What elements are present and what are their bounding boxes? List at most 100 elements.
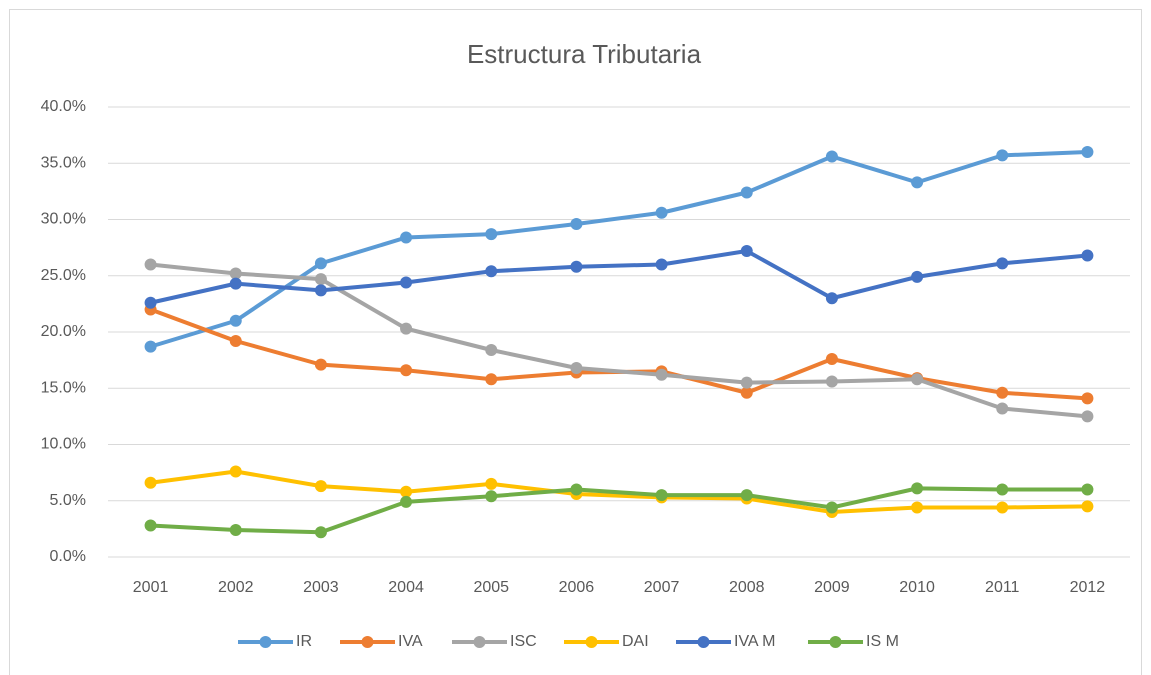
data-point	[485, 373, 498, 386]
x-tick-label: 2009	[814, 579, 850, 596]
data-point	[1081, 249, 1094, 262]
data-point	[485, 490, 498, 503]
x-tick-label: 2012	[1070, 579, 1106, 596]
data-point	[655, 258, 668, 271]
y-tick-label: 10.0%	[41, 436, 86, 453]
data-point	[1081, 392, 1094, 405]
data-point	[229, 277, 242, 290]
series-line	[148, 150, 1090, 349]
y-tick-label: 15.0%	[41, 379, 86, 396]
data-point	[740, 186, 753, 199]
data-point	[400, 364, 413, 377]
y-tick-label: 30.0%	[41, 211, 86, 228]
legend-label: IVA	[398, 633, 423, 650]
x-tick-label: 2010	[899, 579, 935, 596]
data-point	[911, 176, 924, 189]
y-tick-label: 40.0%	[41, 98, 86, 115]
x-tick-label: 2007	[644, 579, 680, 596]
data-point	[144, 476, 157, 489]
data-point	[740, 245, 753, 257]
chart-border	[9, 9, 1142, 675]
data-point	[229, 314, 242, 327]
data-point	[144, 258, 157, 271]
legend-label: DAI	[622, 633, 649, 650]
data-point	[825, 353, 838, 365]
legend-marker	[829, 636, 842, 648]
data-point	[996, 149, 1009, 162]
data-point	[314, 526, 327, 539]
legend-marker	[697, 636, 710, 648]
x-tick-label: 2001	[133, 579, 169, 596]
data-point	[314, 284, 327, 297]
data-point	[314, 358, 327, 371]
data-point	[740, 376, 753, 389]
data-point	[996, 386, 1009, 399]
x-tick-label: 2005	[473, 579, 509, 596]
data-point	[400, 485, 413, 498]
legend-label: IR	[296, 633, 312, 650]
data-point	[825, 375, 838, 388]
data-point	[314, 273, 327, 286]
data-point	[485, 477, 498, 490]
y-tick-label: 20.0%	[41, 323, 86, 340]
series-line	[148, 469, 1090, 514]
data-point	[229, 465, 242, 478]
data-point	[740, 386, 753, 399]
data-point	[570, 483, 583, 496]
data-point	[825, 292, 838, 305]
chart-title: Estructura Tributaria	[467, 39, 702, 69]
data-point	[911, 501, 924, 514]
legend-marker	[259, 636, 272, 648]
data-point	[740, 489, 753, 502]
data-point	[229, 335, 242, 347]
y-tick-label: 35.0%	[41, 154, 86, 171]
data-point	[825, 501, 838, 514]
series-line	[148, 486, 1090, 535]
data-point	[655, 206, 668, 219]
x-tick-label: 2008	[729, 579, 765, 596]
legend-label: ISC	[510, 633, 537, 650]
series-line	[148, 249, 1090, 305]
data-point	[570, 218, 583, 230]
data-point	[996, 402, 1009, 415]
legend-marker	[361, 636, 374, 648]
x-tick-label: 2011	[985, 579, 1020, 596]
data-point	[911, 270, 924, 283]
data-point	[1081, 410, 1094, 423]
data-point	[570, 260, 583, 273]
data-point	[1081, 483, 1094, 496]
data-point	[655, 489, 668, 502]
data-point	[314, 257, 327, 270]
data-point	[570, 362, 583, 374]
y-tick-label: 25.0%	[41, 267, 86, 284]
data-point	[400, 276, 413, 289]
data-point	[996, 257, 1009, 270]
data-point	[485, 228, 498, 241]
legend-label: IS M	[866, 633, 899, 650]
legend-marker	[473, 636, 486, 648]
data-point	[996, 501, 1009, 514]
data-point	[144, 340, 157, 353]
data-point	[485, 344, 498, 356]
y-tick-label: 5.0%	[50, 492, 86, 509]
data-point	[911, 373, 924, 386]
legend-marker	[585, 636, 598, 648]
data-point	[400, 231, 413, 244]
data-point	[485, 265, 498, 278]
data-point	[996, 483, 1009, 496]
data-point	[911, 482, 924, 495]
series-line	[148, 262, 1090, 419]
data-point	[229, 524, 242, 536]
data-point	[144, 296, 157, 309]
data-point	[825, 150, 838, 163]
y-tick-label: 0.0%	[50, 548, 86, 565]
legend-label: IVA M	[734, 633, 776, 650]
x-tick-label: 2006	[559, 579, 595, 596]
data-point	[1081, 500, 1094, 513]
x-tick-label: 2002	[218, 579, 254, 596]
data-point	[1081, 146, 1094, 158]
x-tick-label: 2003	[303, 579, 339, 596]
data-point	[400, 495, 413, 508]
data-point	[400, 322, 413, 335]
